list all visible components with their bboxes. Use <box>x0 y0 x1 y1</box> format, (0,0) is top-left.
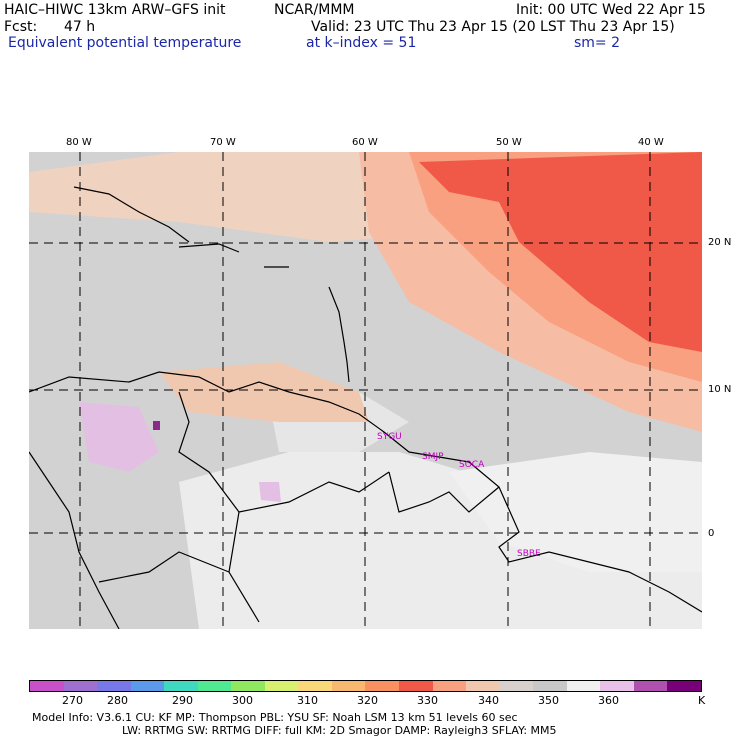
field-purple-core <box>153 421 160 430</box>
colorbar-swatch-15 <box>533 681 567 691</box>
colorbar-swatch-6 <box>231 681 265 691</box>
field-red-core <box>419 152 702 352</box>
border-venezuela-brazil <box>238 471 390 513</box>
colorbar-swatch-0 <box>30 681 64 691</box>
colorbar-tick-320: 320 <box>357 694 378 707</box>
coast-hispaniola <box>178 243 240 253</box>
colorbar-unit: K <box>698 694 706 707</box>
forecast-hour: 47 h <box>64 19 96 35</box>
model-title: HAIC–HIWC 13km ARW–GFS init <box>4 2 226 18</box>
border-guyanas <box>388 471 500 513</box>
lon-label-50w: 50 W <box>496 137 522 148</box>
lon-label-70w: 70 W <box>210 137 236 148</box>
lat-label-20n: 20 N <box>708 237 732 248</box>
colorbar-swatch-3 <box>130 681 165 691</box>
colorbar-swatch-4 <box>164 681 198 691</box>
colorbar-swatch-9 <box>331 681 366 691</box>
coast-pacific <box>29 451 120 629</box>
border-ecuador-peru <box>98 551 230 583</box>
colorbar-tick-340: 340 <box>478 694 499 707</box>
colorbar-swatch-7 <box>264 681 299 691</box>
colorbar-tick-350: 350 <box>538 694 559 707</box>
field-light-south <box>179 452 702 629</box>
colorbar-swatch-16 <box>566 681 601 691</box>
colorbar-tick-360: 360 <box>598 694 619 707</box>
colorbar-swatch-8 <box>298 681 332 691</box>
field-light-east <box>449 452 702 572</box>
colorbar-tick-270: 270 <box>62 694 83 707</box>
level-label: at k–index = 51 <box>306 35 417 51</box>
colorbar-swatch-10 <box>365 681 400 691</box>
colorbar-tick-300: 300 <box>232 694 253 707</box>
colorbar-swatch-13 <box>466 681 500 691</box>
colorbar-swatch-5 <box>197 681 232 691</box>
lon-label-40w: 40 W <box>638 137 664 148</box>
coast-cuba <box>73 186 190 243</box>
coast-south-america <box>29 371 702 613</box>
forecast-label: Fcst: <box>4 19 38 35</box>
colorbar-tick-310: 310 <box>297 694 318 707</box>
colorbar-swatch-18 <box>633 681 668 691</box>
init-time: Init: 00 UTC Wed 22 Apr 15 <box>516 2 706 18</box>
lon-label-80w: 80 W <box>66 137 92 148</box>
colorbar <box>29 680 702 692</box>
field-purple-patch <box>259 482 281 502</box>
colorbar-swatch-1 <box>63 681 98 691</box>
lat-label-10n: 10 N <box>708 384 732 395</box>
field-purple-andes <box>79 402 159 472</box>
colorbar-swatch-14 <box>499 681 534 691</box>
coast-antilles <box>328 286 350 383</box>
model-info-line2: LW: RRTMG SW: RRTMG DIFF: full KM: 2D Sm… <box>122 724 557 737</box>
lon-label-60w: 60 W <box>352 137 378 148</box>
valid-time: Valid: 23 UTC Thu 23 Apr 15 (20 LST Thu … <box>311 19 675 35</box>
smoothing-label: sm= 2 <box>574 35 621 51</box>
lat-label-0: 0 <box>708 528 715 539</box>
station-sygu: SYGU <box>377 432 402 442</box>
colorbar-swatch-12 <box>432 681 467 691</box>
colorbar-tick-290: 290 <box>172 694 193 707</box>
theta-e-map <box>29 152 702 629</box>
field-name: Equivalent potential temperature <box>8 35 242 51</box>
station-smjp: SMJP <box>422 452 444 462</box>
colorbar-tick-280: 280 <box>107 694 128 707</box>
station-sbbe: SBBE <box>517 549 541 559</box>
colorbar-swatch-11 <box>399 681 433 691</box>
field-peach-band-central <box>159 362 369 422</box>
colorbar-swatch-17 <box>600 681 634 691</box>
model-info-line1: Model Info: V3.6.1 CU: KF MP: Thompson P… <box>32 711 518 724</box>
colorbar-swatch-2 <box>97 681 131 691</box>
center-label: NCAR/MMM <box>274 2 355 18</box>
colorbar-tick-330: 330 <box>417 694 438 707</box>
station-soca: SOCA <box>459 460 485 470</box>
colorbar-swatch-19 <box>667 681 701 691</box>
